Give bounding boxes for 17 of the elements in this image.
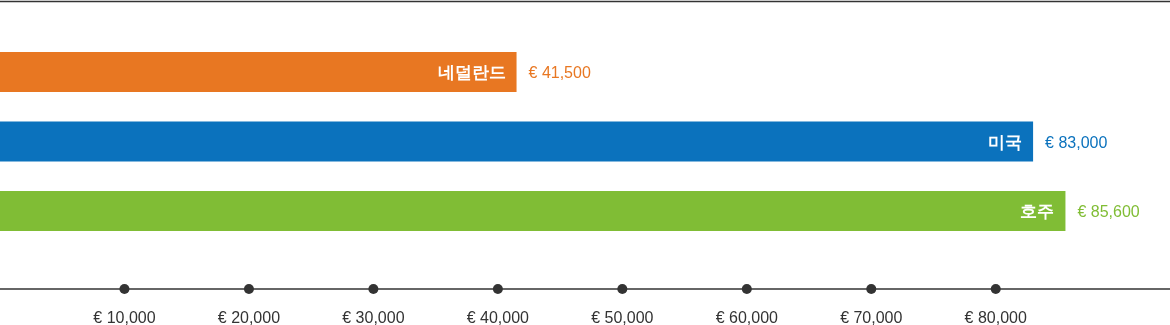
y-tick-label: 호주	[1020, 202, 1055, 221]
x-tick-label: € 40,000	[466, 309, 530, 325]
y-tick-label: 네덜란드	[437, 63, 506, 82]
x-tick-label: € 60,000	[715, 309, 779, 325]
x-tick-label: € 50,000	[591, 309, 654, 325]
data-label: € 83,000	[1045, 133, 1108, 151]
bar	[0, 191, 1066, 231]
y-tick-label: 미국	[988, 132, 1023, 152]
x-tick-label: € 20,000	[217, 309, 281, 325]
data-label: € 85,600	[1077, 203, 1140, 220]
bar	[0, 121, 1034, 162]
x-tick-label: € 30,000	[342, 309, 405, 325]
data-label: € 41,500	[528, 64, 591, 81]
x-tick-label: € 70,000	[840, 309, 903, 325]
x-tick-label: € 10,000	[93, 309, 156, 325]
bar	[0, 52, 517, 92]
x-tick-label: € 80,000	[964, 309, 1027, 325]
